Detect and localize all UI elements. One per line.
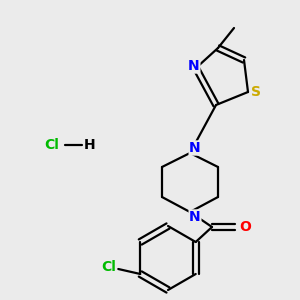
- Text: N: N: [188, 59, 200, 73]
- Text: N: N: [189, 210, 201, 224]
- Text: Cl: Cl: [45, 138, 59, 152]
- Text: Cl: Cl: [101, 260, 116, 274]
- Text: N: N: [189, 141, 201, 155]
- Text: S: S: [251, 85, 261, 99]
- Text: O: O: [239, 220, 251, 234]
- Text: H: H: [84, 138, 96, 152]
